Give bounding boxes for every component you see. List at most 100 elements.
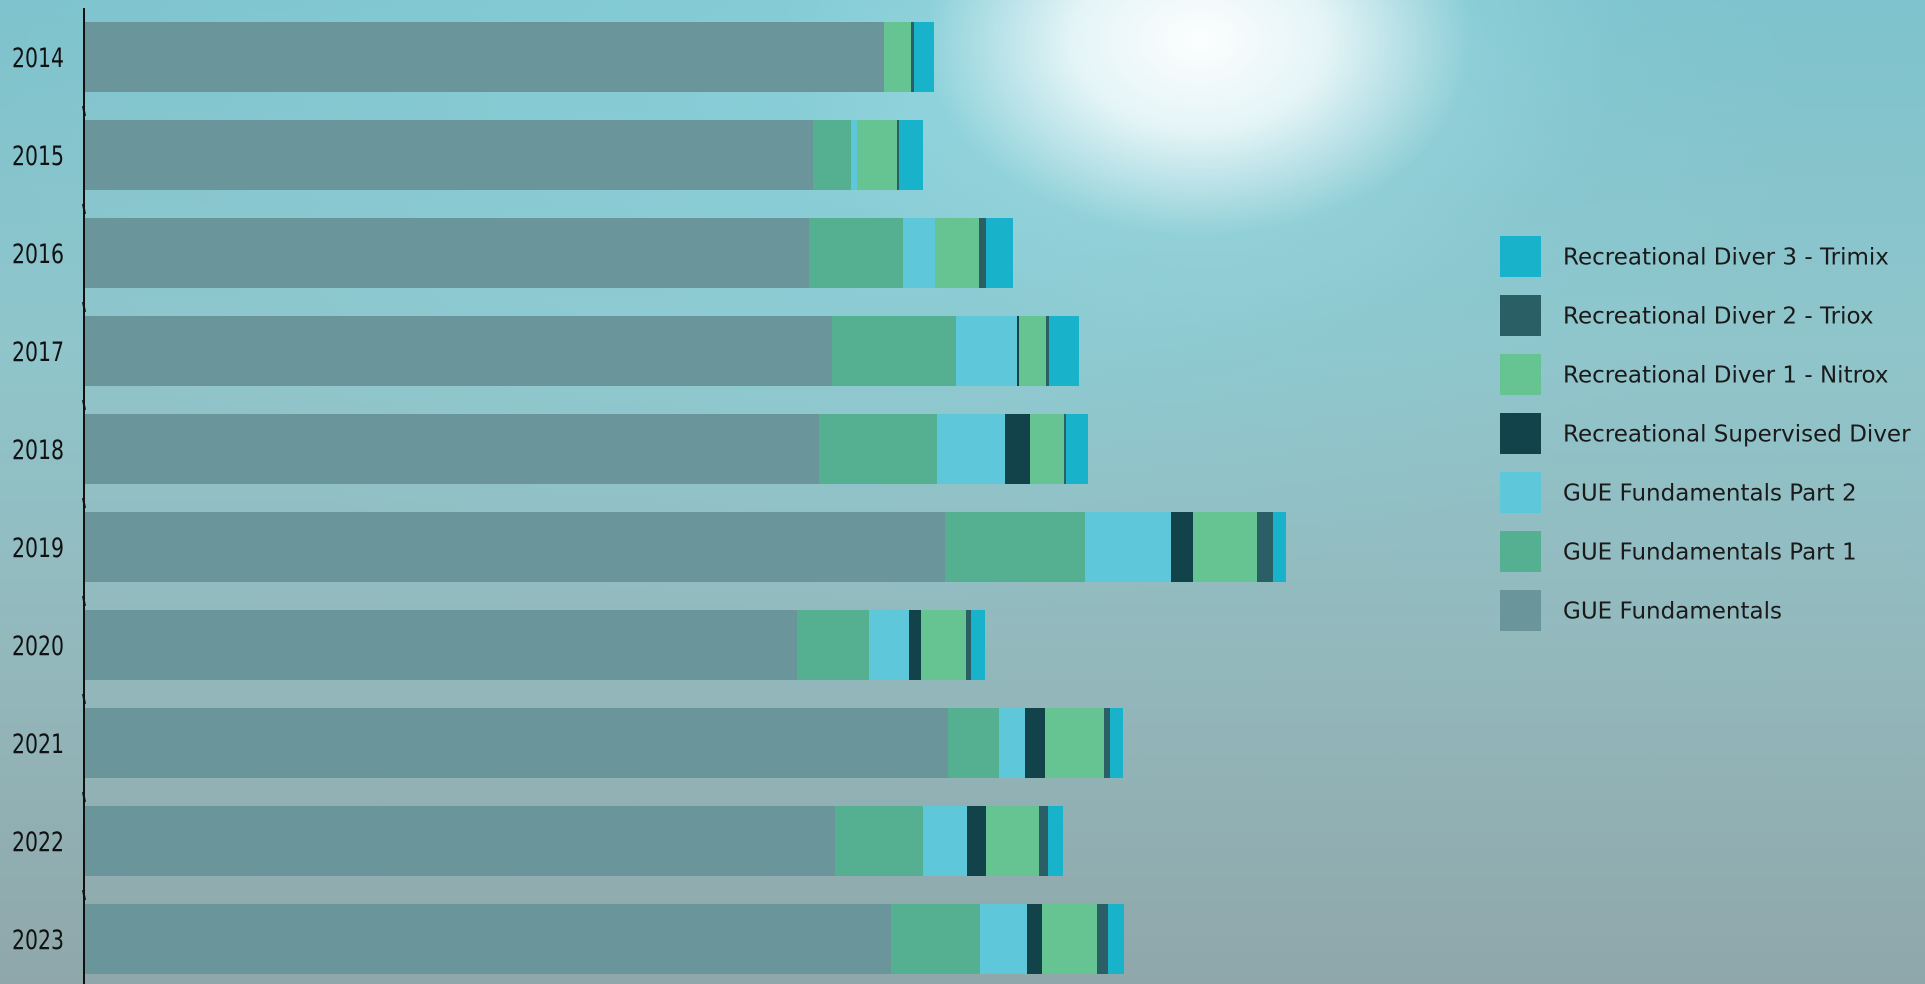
legend-label: Recreational Diver 3 - Trimix: [1563, 245, 1889, 271]
y-tick-mark: [82, 791, 86, 803]
bar-2014-series-6: [914, 22, 934, 92]
y-tick-mark: [82, 399, 86, 411]
bar-2019-series-5: [1257, 512, 1273, 582]
y-tick-mark: [82, 889, 86, 901]
bar-2014-series-5: [911, 22, 914, 92]
bar-2020-series-6: [971, 610, 985, 680]
legend-label: GUE Fundamentals Part 2: [1563, 481, 1857, 507]
bar-2014-series-0: [84, 22, 884, 92]
bar-2020-series-5: [966, 610, 971, 680]
y-tick-label: 2023: [12, 925, 64, 956]
legend-swatch: [1500, 236, 1541, 277]
bar-2018-series-2: [937, 414, 1005, 484]
bar-2017-series-0: [84, 316, 832, 386]
bar-2022-series-0: [84, 806, 835, 876]
bar-2018-series-5: [1064, 414, 1066, 484]
y-tick-label: 2014: [12, 43, 64, 74]
y-tick-label: 2016: [12, 239, 64, 270]
bar-2017-series-6: [1049, 316, 1079, 386]
bar-2021-series-4: [1045, 708, 1104, 778]
bar-2020-series-1: [797, 610, 869, 680]
bar-2016-series-6: [986, 218, 1013, 288]
bar-2020-series-2: [869, 610, 909, 680]
y-tick-mark: [82, 595, 86, 607]
y-tick-label: 2021: [12, 729, 64, 760]
bar-2021-series-5: [1104, 708, 1110, 778]
y-tick-label: 2019: [12, 533, 64, 564]
bar-2014-series-4: [884, 22, 911, 92]
bar-2021-series-1: [948, 708, 999, 778]
bar-2016-series-5: [979, 218, 986, 288]
bar-2021-series-0: [84, 708, 948, 778]
bar-2021-series-3: [1025, 708, 1045, 778]
bars-layer: [84, 22, 1286, 974]
y-ticks-layer: 2014 2015 2016 2017 2018 2019 2020 2021 2022 2023: [12, 43, 86, 956]
bar-2017-series-5: [1046, 316, 1049, 386]
bar-2015-series-1: [813, 120, 851, 190]
bar-2023-series-1: [891, 904, 980, 974]
bar-2017-series-2: [956, 316, 1017, 386]
bar-2022-series-5: [1039, 806, 1048, 876]
bar-2023-series-3: [1027, 904, 1042, 974]
bar-2015-series-5: [897, 120, 899, 190]
bar-2015-series-0: [84, 120, 813, 190]
bar-2016-series-4: [935, 218, 979, 288]
bar-2018-series-1: [819, 414, 937, 484]
bar-2022-series-4: [986, 806, 1039, 876]
bar-2018-series-6: [1066, 414, 1088, 484]
bar-2018-series-3: [1005, 414, 1030, 484]
legend-label: GUE Fundamentals Part 1: [1563, 540, 1857, 566]
legend-swatch: [1500, 295, 1541, 336]
legend-label: GUE Fundamentals: [1563, 599, 1782, 625]
legend-swatch: [1500, 354, 1541, 395]
bar-2015-series-4: [857, 120, 897, 190]
y-tick-mark: [82, 301, 86, 313]
legend-swatch: [1500, 590, 1541, 631]
bar-2019-series-2: [1085, 512, 1171, 582]
bar-2021-series-2: [999, 708, 1025, 778]
bar-2017-series-1: [832, 316, 956, 386]
bar-2022-series-3: [967, 806, 986, 876]
y-tick-label: 2018: [12, 435, 64, 466]
bar-2022-series-2: [923, 806, 967, 876]
bar-2017-series-4: [1019, 316, 1046, 386]
bar-2020-series-4: [921, 610, 966, 680]
y-tick-label: 2017: [12, 337, 64, 368]
bar-2015-series-2: [851, 120, 857, 190]
bar-2019-series-3: [1171, 512, 1193, 582]
bar-2019-series-1: [945, 512, 1085, 582]
y-tick-mark: [82, 105, 86, 117]
y-tick-mark: [82, 497, 86, 509]
legend-label: Recreational Diver 2 - Triox: [1563, 304, 1873, 330]
y-tick-label: 2015: [12, 141, 64, 172]
legend: Recreational Diver 3 - Trimix Recreationa…: [1500, 236, 1911, 631]
y-tick-mark: [82, 693, 86, 705]
bar-2023-series-2: [980, 904, 1027, 974]
bar-2023-series-5: [1097, 904, 1108, 974]
legend-swatch: [1500, 472, 1541, 513]
y-tick-label: 2022: [12, 827, 64, 858]
bar-2023-series-0: [84, 904, 891, 974]
bar-2015-series-6: [899, 120, 923, 190]
legend-swatch: [1500, 413, 1541, 454]
bar-2016-series-2: [903, 218, 935, 288]
bar-2019-series-6: [1273, 512, 1286, 582]
legend-label: Recreational Supervised Diver: [1563, 422, 1911, 448]
bar-2021-series-6: [1110, 708, 1123, 778]
bar-2019-series-4: [1193, 512, 1257, 582]
bar-2020-series-3: [909, 610, 921, 680]
bar-2023-series-6: [1108, 904, 1124, 974]
legend-label: Recreational Diver 1 - Nitrox: [1563, 363, 1889, 389]
bar-2017-series-3: [1017, 316, 1019, 386]
bar-2022-series-6: [1048, 806, 1063, 876]
bar-2020-series-0: [84, 610, 797, 680]
bar-2016-series-0: [84, 218, 809, 288]
bar-2022-series-1: [835, 806, 923, 876]
bar-2019-series-0: [84, 512, 945, 582]
y-tick-label: 2020: [12, 631, 64, 662]
bar-2023-series-4: [1042, 904, 1097, 974]
bar-2016-series-1: [809, 218, 903, 288]
bar-2018-series-0: [84, 414, 819, 484]
